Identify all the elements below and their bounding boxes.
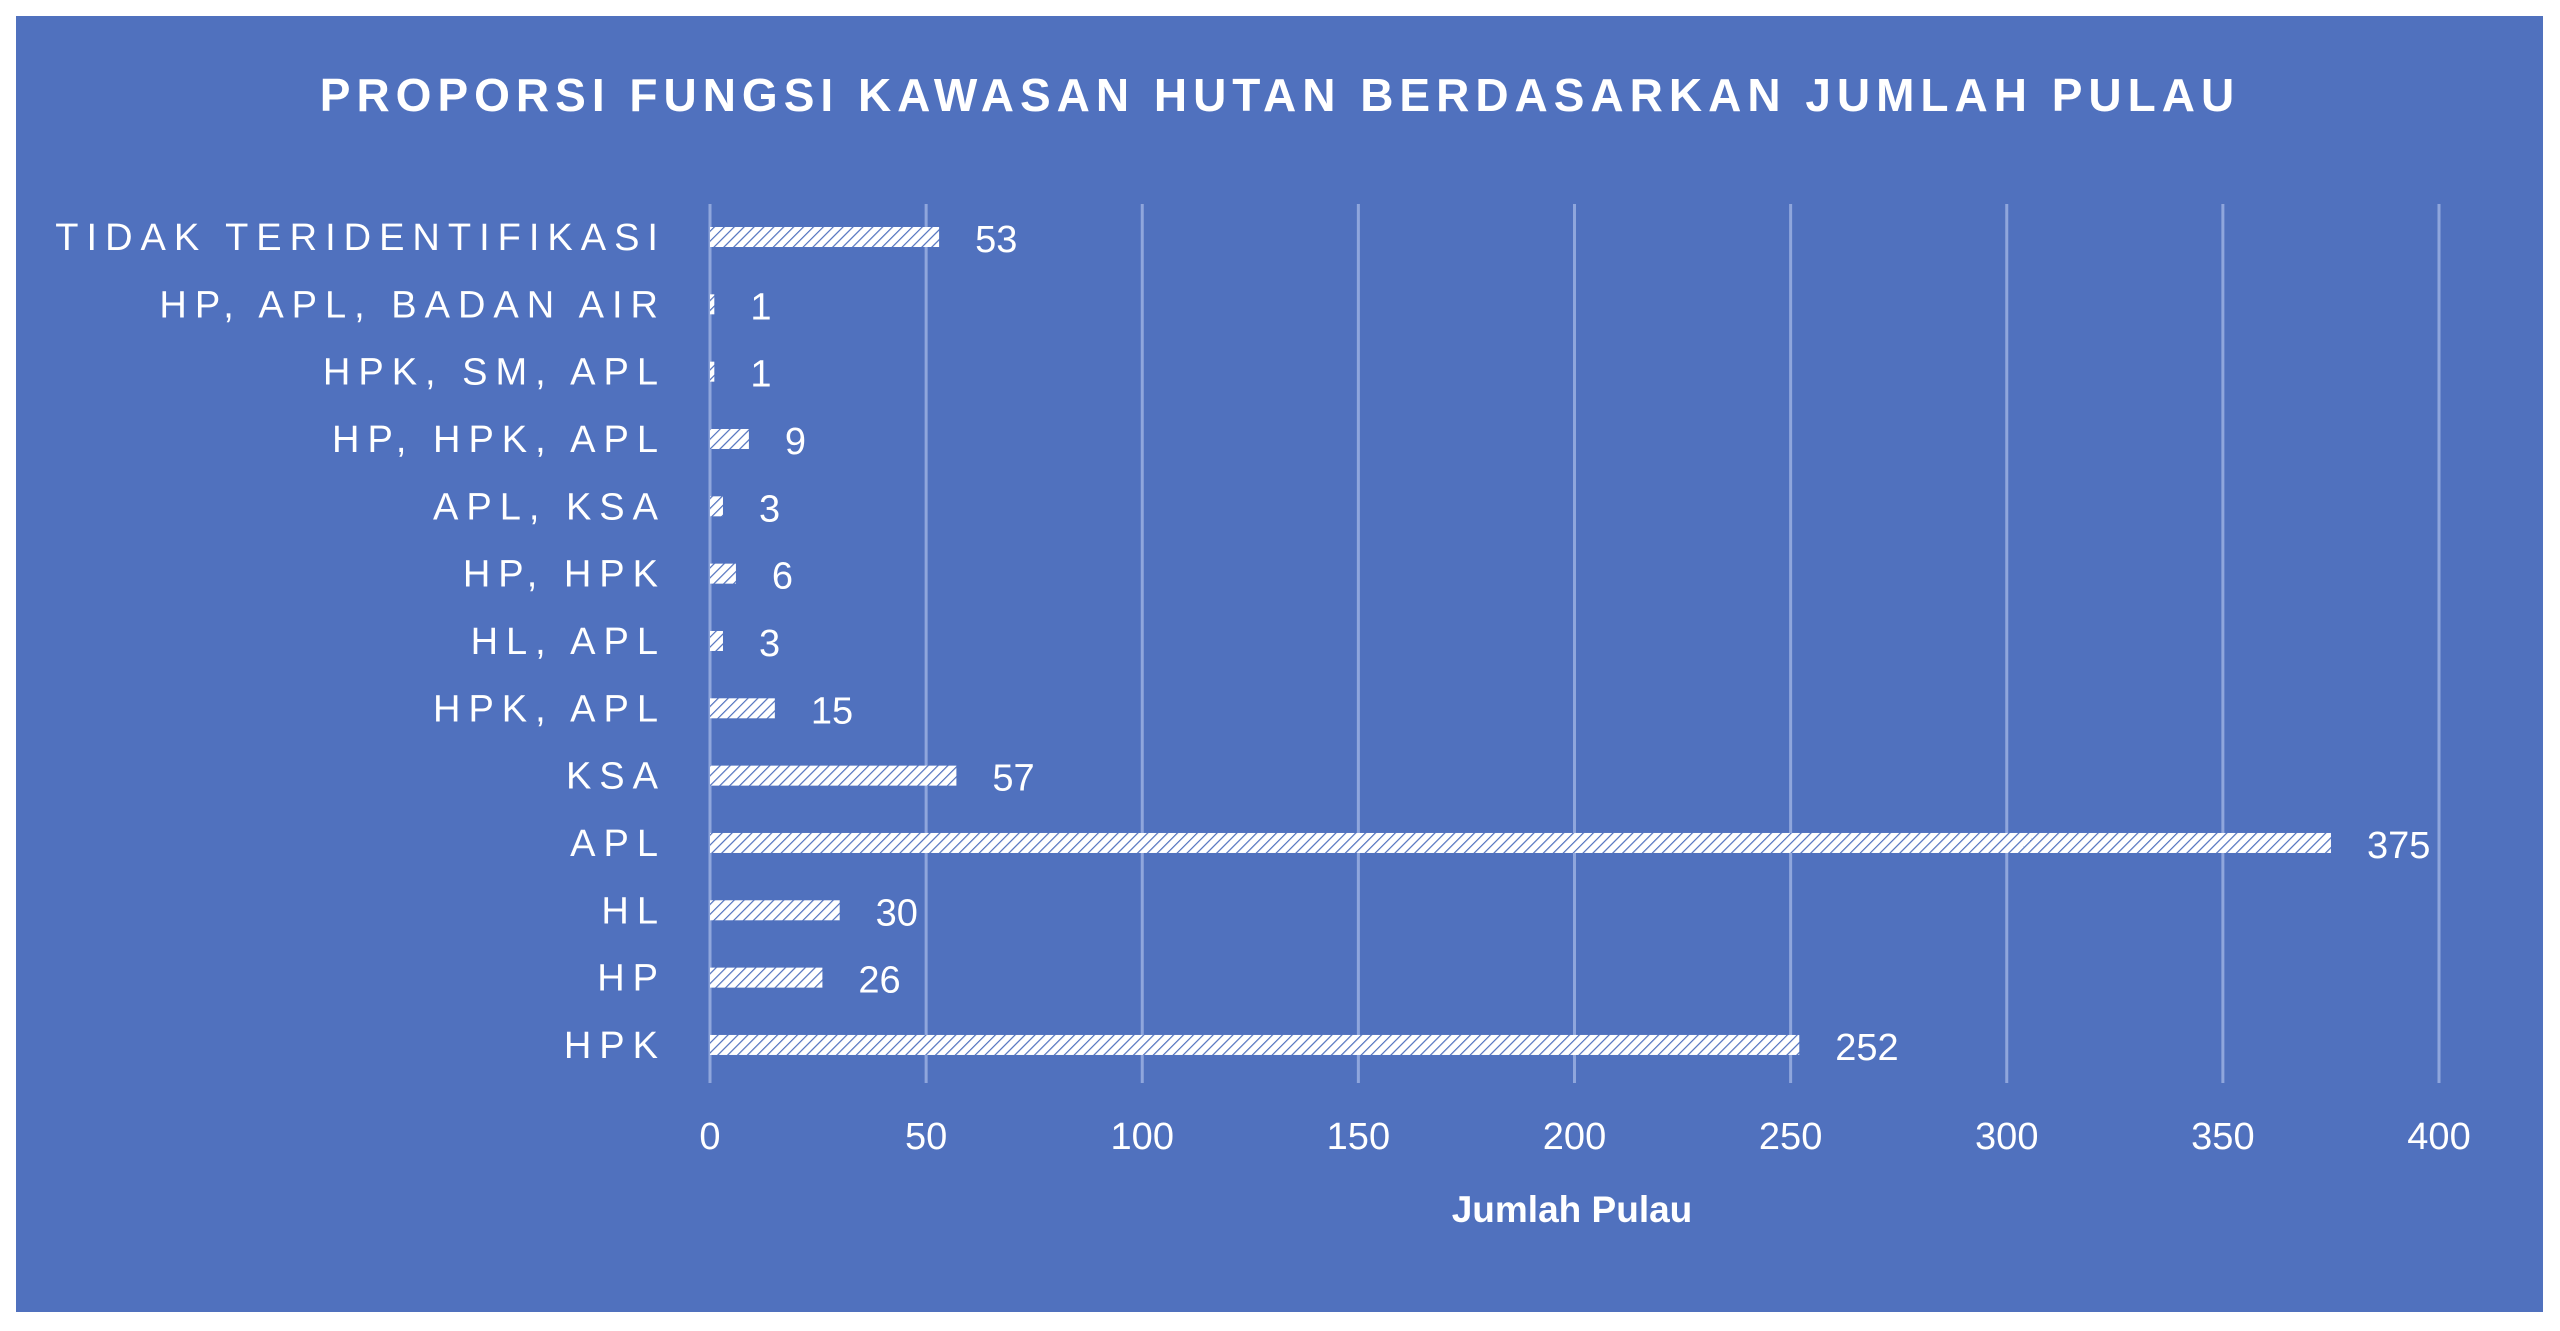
category-label: HL (601, 890, 666, 932)
category-label: HPK, SM, APL (323, 352, 666, 394)
bar (710, 428, 749, 449)
category-label: APL, KSA (433, 486, 666, 528)
category-label: HPK (564, 1025, 666, 1067)
data-label: 9 (785, 421, 806, 463)
data-label: 252 (1835, 1027, 1898, 1069)
data-label: 3 (759, 623, 780, 665)
x-tick-label: 400 (2407, 1116, 2470, 1158)
x-tick-label: 250 (1759, 1116, 1822, 1158)
bar (710, 227, 940, 247)
bar (710, 832, 2331, 853)
category-label: APL (570, 823, 666, 865)
x-tick-label: 0 (699, 1116, 720, 1158)
category-label: HP, HPK, APL (332, 419, 666, 461)
data-label: 26 (858, 960, 900, 1002)
chart-title: PROPORSI FUNGSI KAWASAN HUTAN BERDASARKA… (319, 69, 2241, 121)
category-label: KSA (566, 756, 666, 798)
x-tick-label: 300 (1975, 1116, 2038, 1158)
x-tick-label: 50 (905, 1116, 947, 1158)
data-label: 15 (811, 690, 853, 732)
bar (710, 1034, 1800, 1055)
category-label: TIDAK TERIDENTIFIKASI (55, 217, 666, 259)
bar (710, 361, 715, 382)
x-axis-title: Jumlah Pulau (1452, 1189, 1693, 1230)
chart-panel (16, 16, 2543, 1312)
category-label: HP (597, 958, 666, 1000)
bar (710, 900, 840, 921)
x-tick-label: 350 (2191, 1116, 2254, 1158)
gridlines (708, 204, 2441, 1083)
labels: 0 50 100 150 200 250 300 350 400 TIDAK TERIDENTIF… (55, 217, 2470, 1158)
x-tick-label: 200 (1543, 1116, 1606, 1158)
data-label: 1 (750, 354, 771, 396)
category-label: HP, APL, BADAN AIR (159, 284, 666, 326)
data-label: 30 (876, 892, 918, 934)
bar (710, 967, 823, 988)
bar (710, 294, 715, 315)
x-tick-label: 150 (1327, 1116, 1390, 1158)
x-tick-label: 100 (1111, 1116, 1174, 1158)
data-label: 53 (975, 219, 1017, 261)
data-label: 1 (750, 286, 771, 328)
bar (710, 765, 957, 786)
bars (710, 227, 2331, 1055)
category-label: HPK, APL (433, 688, 666, 730)
bar (710, 630, 723, 651)
bar (710, 496, 723, 517)
bar (710, 698, 775, 719)
data-label: 57 (992, 758, 1034, 800)
data-label: 6 (772, 556, 793, 598)
bar (710, 563, 736, 584)
data-label: 3 (759, 488, 780, 530)
category-label: HP, HPK (463, 554, 666, 596)
category-label: HL, APL (471, 621, 666, 663)
data-label: 375 (2367, 825, 2430, 867)
